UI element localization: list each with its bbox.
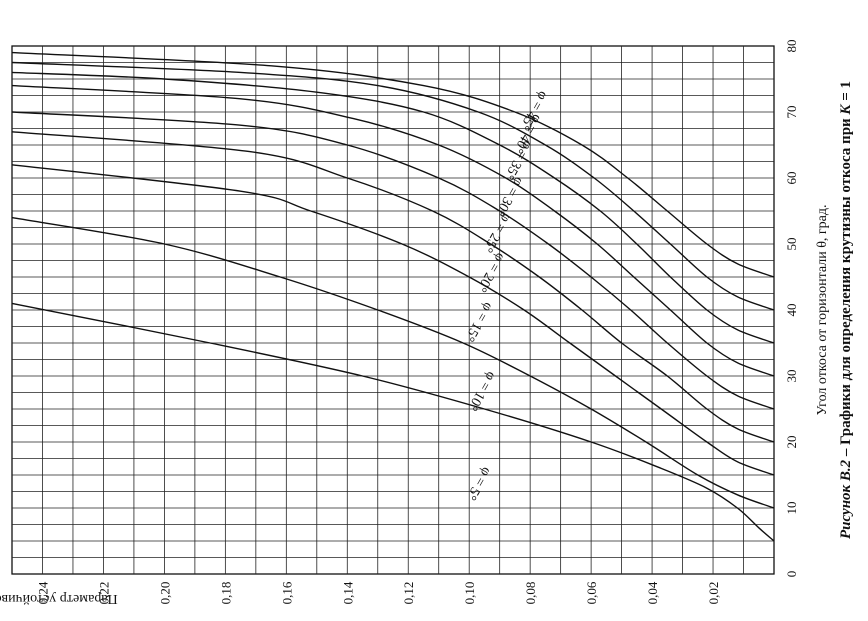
y-axis-ticks: 0,24 0,22 0,20 0,18 0,16 0,14 0,12 0,10 0,08 0,06… bbox=[35, 581, 721, 604]
y-tick-label: 0,18 bbox=[218, 582, 233, 605]
curve-phi-40 bbox=[11, 61, 775, 311]
curve-phi-15 bbox=[11, 164, 775, 476]
caption-prefix: Рисунок В.2 bbox=[838, 459, 854, 539]
x-tick-label: 40 bbox=[784, 304, 799, 317]
x-tick-label: 30 bbox=[784, 370, 799, 383]
curve-label-phi-30: φ = 30° bbox=[492, 174, 526, 218]
curve-phi-45 bbox=[11, 51, 775, 278]
y-tick-label: 0,08 bbox=[523, 582, 538, 605]
y-axis-title: Параметр устойчивости E bbox=[0, 591, 118, 606]
curve-phi-20 bbox=[11, 131, 775, 443]
y-tick-label: 0,12 bbox=[401, 582, 416, 605]
caption-text: – Графики для определения крутизны откос… bbox=[838, 115, 854, 460]
curve-label-phi-25: φ = 25° bbox=[479, 210, 513, 254]
x-axis-title: Угол откоса от горизонтали θ, град. bbox=[815, 205, 830, 416]
x-tick-label: 20 bbox=[784, 436, 799, 449]
y-tick-label: 0,20 bbox=[157, 582, 172, 605]
y-tick-label: 0,16 bbox=[279, 581, 294, 604]
y-axis-title-text: Параметр устойчивости bbox=[0, 591, 118, 606]
grid-lines bbox=[12, 46, 774, 574]
curve-label-phi-5: φ = 5° bbox=[463, 464, 494, 502]
x-tick-label: 50 bbox=[784, 238, 799, 251]
curve-label-phi-15: φ = 15° bbox=[461, 299, 495, 343]
plot-area: φ = 5°φ = 10°φ = 15°φ = 20°φ = 25°φ = 30… bbox=[11, 45, 775, 575]
curve-labels: φ = 5°φ = 10°φ = 15°φ = 20°φ = 25°φ = 30… bbox=[461, 88, 550, 502]
curves bbox=[11, 51, 775, 542]
curve-phi-35 bbox=[11, 71, 775, 344]
y-tick-label: 0,24 bbox=[35, 581, 50, 604]
curve-phi-30 bbox=[11, 84, 775, 377]
x-tick-label: 80 bbox=[784, 40, 799, 53]
x-tick-label: 0 bbox=[784, 571, 799, 578]
y-tick-label: 0,14 bbox=[340, 581, 355, 604]
x-tick-label: 10 bbox=[784, 502, 799, 515]
curve-phi-10 bbox=[11, 216, 775, 509]
curve-label-phi-20: φ = 20° bbox=[473, 250, 507, 294]
x-axis-ticks: 0 10 20 30 40 50 60 70 80 bbox=[784, 40, 799, 578]
curve-label-phi-45: φ = 45° bbox=[516, 88, 550, 132]
caption-k-value: = 1 bbox=[838, 81, 854, 105]
curve-phi-5 bbox=[11, 302, 775, 542]
curve-phi-25 bbox=[11, 111, 775, 410]
caption-k-variable: K bbox=[838, 104, 854, 116]
y-tick-label: 0,22 bbox=[96, 582, 111, 605]
y-tick-label: 0,02 bbox=[706, 582, 721, 605]
x-tick-label: 60 bbox=[784, 172, 799, 185]
y-tick-label: 0,04 bbox=[645, 581, 660, 604]
y-tick-label: 0,10 bbox=[462, 582, 477, 605]
figure-caption: Рисунок В.2 – Графики для определения кр… bbox=[838, 81, 854, 539]
x-tick-label: 70 bbox=[784, 106, 799, 119]
y-tick-label: 0,06 bbox=[584, 581, 599, 604]
